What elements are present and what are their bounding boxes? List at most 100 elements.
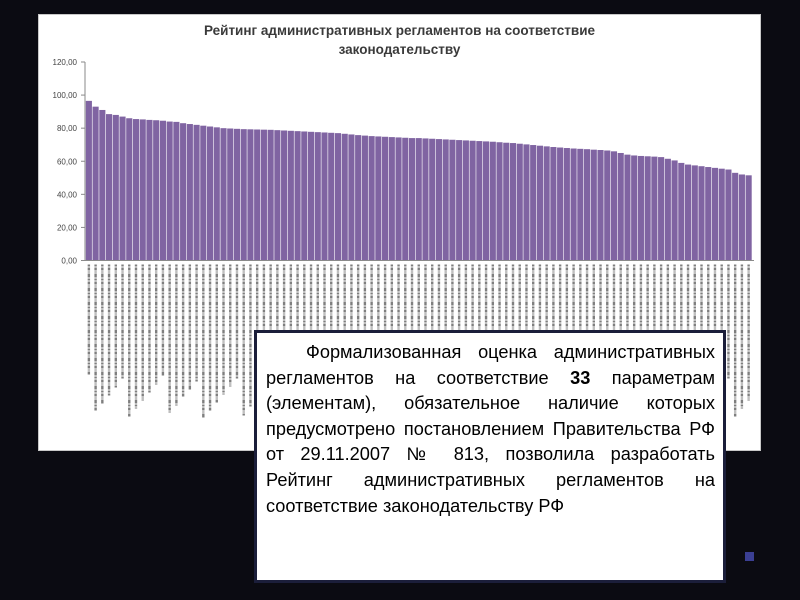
bar <box>328 132 335 261</box>
bar <box>489 141 496 261</box>
bar <box>691 165 698 261</box>
description-text-part-1: Формализованная оценка административных … <box>266 342 715 388</box>
bar <box>610 151 618 261</box>
bar <box>435 139 443 261</box>
bar <box>725 169 732 261</box>
description-textbox: Формализованная оценка административных … <box>254 330 726 583</box>
bar <box>146 119 153 261</box>
bar <box>200 125 207 261</box>
bar <box>570 148 577 261</box>
bar <box>705 167 712 261</box>
bar <box>543 146 550 261</box>
bar <box>294 131 301 261</box>
bar <box>624 154 631 261</box>
y-tick-label: 80,00 <box>57 124 78 133</box>
bar <box>422 138 429 261</box>
bar <box>186 124 193 261</box>
bar <box>375 136 382 261</box>
bar <box>395 137 402 261</box>
bar <box>368 136 375 261</box>
bar <box>415 138 422 261</box>
bar <box>637 155 644 261</box>
bar <box>341 133 348 261</box>
bar <box>166 121 173 261</box>
bar <box>563 148 570 261</box>
bar <box>530 145 537 261</box>
bar <box>153 120 160 261</box>
bar <box>536 145 543 261</box>
bar <box>718 168 725 261</box>
bar <box>180 123 187 261</box>
bar <box>173 121 180 261</box>
bar <box>516 143 523 261</box>
bar <box>260 129 267 261</box>
bar <box>85 100 92 261</box>
bar <box>132 119 140 261</box>
bar <box>193 124 200 261</box>
bar <box>604 150 611 261</box>
bar <box>213 127 220 261</box>
bar <box>732 172 739 261</box>
description-text-part-2: параметрам (элементам), обязательное нал… <box>266 367 715 516</box>
bar <box>361 135 368 261</box>
bar <box>274 130 281 261</box>
bar <box>550 147 557 261</box>
bar <box>476 141 483 261</box>
bar <box>577 148 584 261</box>
bar <box>307 131 315 261</box>
bar <box>523 144 530 261</box>
chart-title-line-1: Рейтинг административных регламентов на … <box>203 23 596 38</box>
bar <box>509 143 517 261</box>
bar <box>314 132 321 261</box>
bar <box>402 137 409 261</box>
bar <box>206 126 214 261</box>
bar <box>644 156 651 261</box>
bar <box>684 164 692 261</box>
bar <box>462 140 469 261</box>
bar <box>631 155 638 261</box>
bar <box>671 160 678 261</box>
bar <box>496 142 503 261</box>
y-tick-label: 0,00 <box>61 257 77 266</box>
bar <box>745 175 752 261</box>
bar <box>503 142 510 261</box>
bar <box>112 114 119 261</box>
bar <box>590 149 597 261</box>
bar <box>348 134 355 261</box>
bar <box>469 140 476 261</box>
parameter-count: 33 <box>570 367 591 388</box>
bar <box>281 130 288 261</box>
bar <box>247 129 254 261</box>
bar <box>126 118 133 261</box>
bar <box>617 152 624 261</box>
bar <box>287 130 294 261</box>
y-tick-label: 20,00 <box>57 223 78 232</box>
y-tick-label: 100,00 <box>53 91 78 100</box>
y-tick-label: 60,00 <box>57 157 78 166</box>
bar <box>301 131 308 261</box>
bar <box>388 137 395 261</box>
bar <box>92 106 99 261</box>
bar <box>557 147 564 261</box>
bar <box>651 156 658 261</box>
bar <box>139 119 146 261</box>
bar <box>658 157 665 261</box>
bar <box>711 167 719 261</box>
description-paragraph: Формализованная оценка административных … <box>266 340 715 519</box>
bar <box>227 128 234 261</box>
nav-square-icon[interactable] <box>745 552 754 561</box>
bar <box>408 138 416 261</box>
bar <box>483 141 490 261</box>
bar <box>254 129 261 261</box>
bar <box>220 128 227 261</box>
bar <box>583 149 591 261</box>
bar <box>119 116 126 261</box>
chart-title-line-2: законодательству <box>338 42 461 57</box>
bar <box>233 128 241 261</box>
bar <box>355 135 362 261</box>
bar <box>449 139 456 261</box>
bar <box>106 114 113 261</box>
bar <box>429 138 436 261</box>
bar <box>99 109 106 261</box>
